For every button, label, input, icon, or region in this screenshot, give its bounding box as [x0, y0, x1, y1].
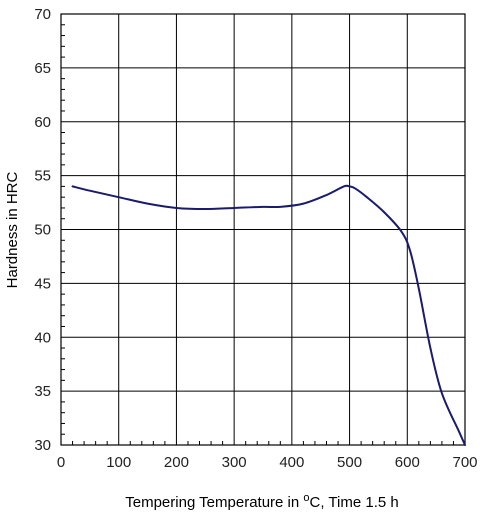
x-tick-label: 300 [222, 454, 247, 471]
x-axis-label-unit: C, Time 1.5 h [310, 494, 399, 511]
x-tick-label: 700 [452, 454, 477, 471]
grid [60, 13, 466, 446]
x-tick-label: 0 [57, 454, 65, 471]
y-tick-label: 60 [34, 114, 51, 131]
x-axis-label-degree: o [303, 492, 309, 504]
y-tick-label: 65 [34, 60, 51, 77]
y-tick-label: 35 [34, 383, 51, 400]
y-tick-label: 50 [34, 222, 51, 239]
x-tick-labels: 0 100 200 300 400 500 600 700 [57, 454, 478, 471]
y-tick-label: 45 [34, 275, 51, 292]
hardness-curve [71, 184, 466, 446]
y-tick-label: 70 [34, 6, 51, 23]
y-axis-label: Hardness in HRC [4, 171, 21, 288]
x-tick-label: 600 [395, 454, 420, 471]
y-tick-label: 40 [34, 329, 51, 346]
y-tick-label: 30 [34, 437, 51, 454]
x-tick-label: 400 [279, 454, 304, 471]
x-tick-label: 500 [337, 454, 362, 471]
x-axis-label: Tempering Temperature in oC, Time 1.5 h [125, 492, 398, 511]
minor-ticks [61, 24, 454, 445]
plot-frame [60, 13, 466, 446]
x-axis-label-main: Tempering Temperature in [125, 494, 303, 511]
y-tick-labels: 30 35 40 45 50 55 60 65 70 [34, 6, 51, 454]
y-tick-label: 55 [34, 168, 51, 185]
x-tick-label: 100 [106, 454, 131, 471]
x-tick-label: 200 [164, 454, 189, 471]
